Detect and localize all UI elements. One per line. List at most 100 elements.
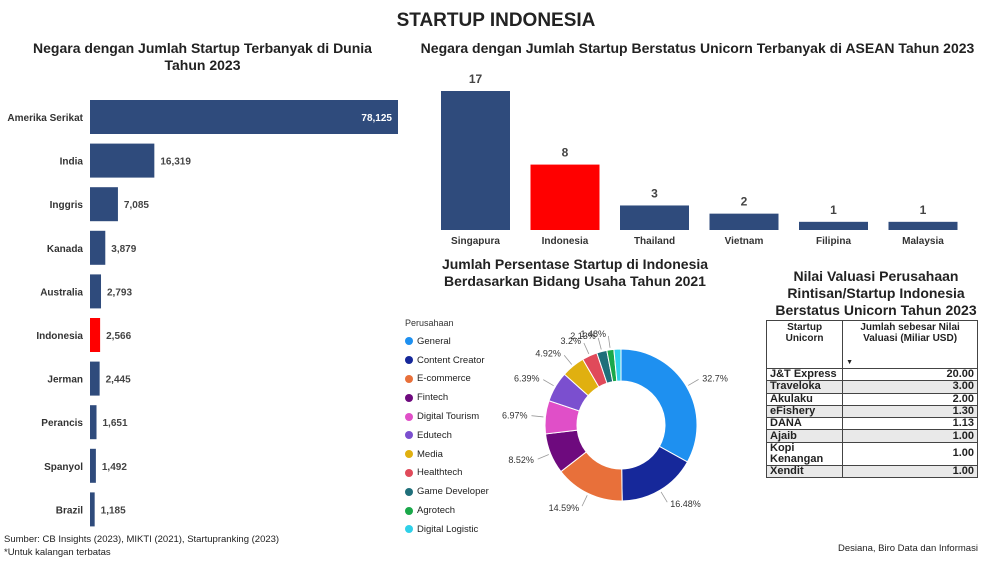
table-row: Akulaku 2.00	[765, 392, 978, 406]
bar-thailand	[620, 205, 689, 230]
category-label: Singapura	[451, 236, 500, 247]
vbar-chart-title: Negara dengan Jumlah Startup Berstatus U…	[420, 40, 975, 56]
legend-swatch	[405, 468, 413, 477]
legend-item: Digital Tourism	[405, 407, 489, 426]
bar-singapura	[441, 91, 510, 230]
category-label: Brazil	[56, 505, 83, 516]
leader-line	[563, 354, 573, 365]
category-label: Thailand	[634, 236, 675, 247]
legend-item: Healthtech	[405, 464, 489, 483]
bar-indonesia	[530, 164, 600, 230]
valuation-cell: 3.00	[842, 380, 978, 394]
bar-inggris	[90, 187, 118, 222]
leader-line	[581, 495, 588, 507]
legend-item: General	[405, 332, 489, 351]
legend-swatch	[405, 412, 413, 421]
value-label: 7,085	[124, 200, 149, 211]
table-row: Kopi Kenangan 1.00	[765, 441, 978, 466]
value-label: 3,879	[111, 244, 136, 255]
legend-swatch	[405, 431, 413, 440]
valuation-table: Startup Unicorn Jumlah sebesar Nilai Val…	[765, 320, 978, 479]
legend-label: General	[417, 335, 451, 347]
category-label: Amerika Serikat	[7, 113, 83, 124]
category-label: India	[60, 157, 84, 168]
valuation-cell: 20.00	[842, 367, 978, 382]
column-header-valuation: Jumlah sebesar Nilai Valuasi (Miliar USD…	[842, 320, 978, 369]
sort-down-icon[interactable]: ▼	[846, 359, 854, 366]
legend-label: E-commerce	[417, 373, 471, 385]
legend-label: Digital Tourism	[417, 411, 480, 423]
legend-label: Content Creator	[417, 354, 485, 366]
leader-line	[597, 337, 602, 350]
slice-digital-logistic	[613, 348, 622, 382]
category-label: Indonesia	[36, 331, 83, 342]
legend-label: Edutech	[417, 429, 452, 441]
category-label: Jerman	[47, 375, 83, 386]
value-label: 2,793	[107, 287, 132, 298]
value-label: 1,185	[101, 505, 126, 516]
valuation-cell: 1.30	[842, 404, 978, 419]
percent-label: 16.48%	[670, 499, 701, 509]
bar-filipina	[799, 221, 868, 230]
valuation-cell: 1.00	[842, 464, 978, 479]
valuation-cell: 1.13	[842, 417, 978, 431]
startup-name-cell: DANA	[765, 417, 844, 431]
value-label: 1,492	[102, 462, 127, 473]
bar-spanyol	[90, 448, 96, 483]
legend-item: Edutech	[405, 426, 489, 445]
category-label: Malaysia	[902, 236, 944, 247]
leader-line	[688, 379, 699, 386]
legend-item: Content Creator	[405, 351, 489, 370]
startup-name-cell: Traveloka	[765, 380, 844, 394]
value-label: 16,319	[160, 157, 191, 168]
legend-swatch	[405, 356, 413, 365]
percent-label: 1.48%	[581, 329, 607, 339]
legend-item: Game Developer	[405, 482, 489, 501]
startup-name-cell: eFishery	[765, 404, 844, 419]
bar-malaysia	[888, 221, 958, 230]
percent-label: 3.2%	[561, 336, 582, 346]
leader-line	[583, 342, 590, 355]
bar-indonesia	[90, 318, 101, 352]
legend-item: Agrotech	[405, 501, 489, 520]
category-label: Australia	[40, 287, 83, 298]
table-row: Ajaib 1.00	[765, 429, 978, 443]
hbar-chart-title: Negara dengan Jumlah Startup Terbanyak d…	[33, 40, 372, 73]
category-label: Spanyol	[44, 462, 83, 473]
value-label: 3	[651, 186, 658, 200]
legend-swatch	[405, 450, 413, 459]
leader-line	[537, 454, 549, 460]
value-label: 8	[562, 146, 569, 160]
legend-label: Agrotech	[417, 505, 456, 517]
startup-name-cell: Ajaib	[765, 429, 844, 443]
percent-label: 6.97%	[502, 410, 528, 420]
legend-item: Digital Logistic	[405, 520, 489, 539]
legend-item: Fintech	[405, 388, 489, 407]
legend-item: E-commerce	[405, 370, 489, 389]
legend-swatch	[405, 393, 413, 402]
bar-india	[90, 143, 155, 178]
bar-australia	[90, 274, 102, 309]
category-label: Inggris	[50, 200, 84, 211]
percent-label: 14.59%	[549, 503, 580, 513]
category-label: Filipina	[816, 236, 851, 247]
legend-swatch	[405, 374, 413, 383]
startup-name-cell: J&T Express	[765, 367, 844, 382]
table-row: DANA 1.13	[765, 417, 978, 431]
startup-name-cell: Kopi Kenangan	[765, 441, 844, 466]
bar-vietnam	[709, 213, 779, 230]
legend-title: Perusahaan	[405, 318, 454, 328]
donut-chart-title: Jumlah Persentase Startup di Indonesia B…	[441, 256, 709, 289]
value-label: 1,651	[103, 418, 128, 429]
category-label: Vietnam	[725, 236, 764, 247]
valuation-cell: 1.00	[842, 441, 978, 466]
legend-label: Media	[417, 448, 443, 460]
value-label: 1	[920, 203, 927, 217]
leader-line	[607, 335, 611, 348]
legend-label: Game Developer	[417, 486, 489, 498]
legend-swatch	[405, 337, 413, 346]
category-label: Perancis	[41, 418, 83, 429]
leader-line	[660, 491, 668, 503]
